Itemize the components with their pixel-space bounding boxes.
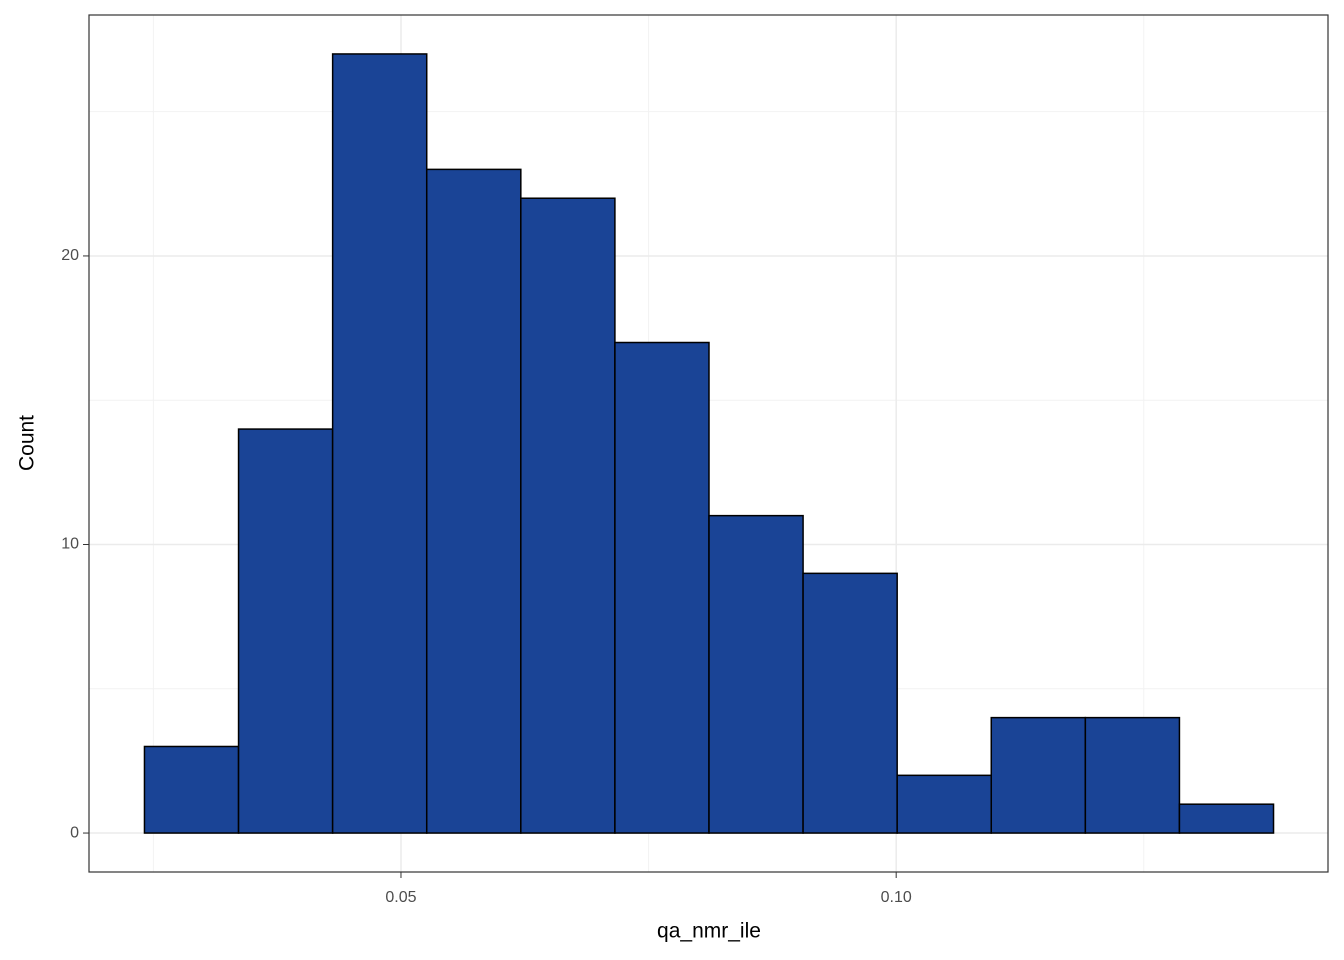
bar: [1084, 716, 1181, 834]
bar: [143, 745, 240, 834]
bar: [802, 572, 898, 834]
x-axis-title: qa_nmr_ile: [657, 920, 761, 943]
bar: [425, 168, 522, 834]
bar: [990, 716, 1087, 834]
x-tick-label: 0.05: [385, 889, 416, 906]
x-tick-label: 0.10: [881, 889, 912, 906]
bar: [896, 774, 993, 834]
y-tick-label: 20: [61, 247, 79, 264]
bar: [708, 514, 804, 834]
bar: [520, 197, 616, 834]
bar: [614, 341, 710, 834]
y-tick-label: 0: [70, 824, 79, 841]
bar: [237, 428, 334, 834]
bar: [1178, 803, 1275, 834]
y-axis-title: Count: [16, 415, 39, 471]
panel-border: [88, 14, 1329, 873]
y-tick-label: 10: [61, 536, 79, 553]
bar: [331, 53, 428, 834]
